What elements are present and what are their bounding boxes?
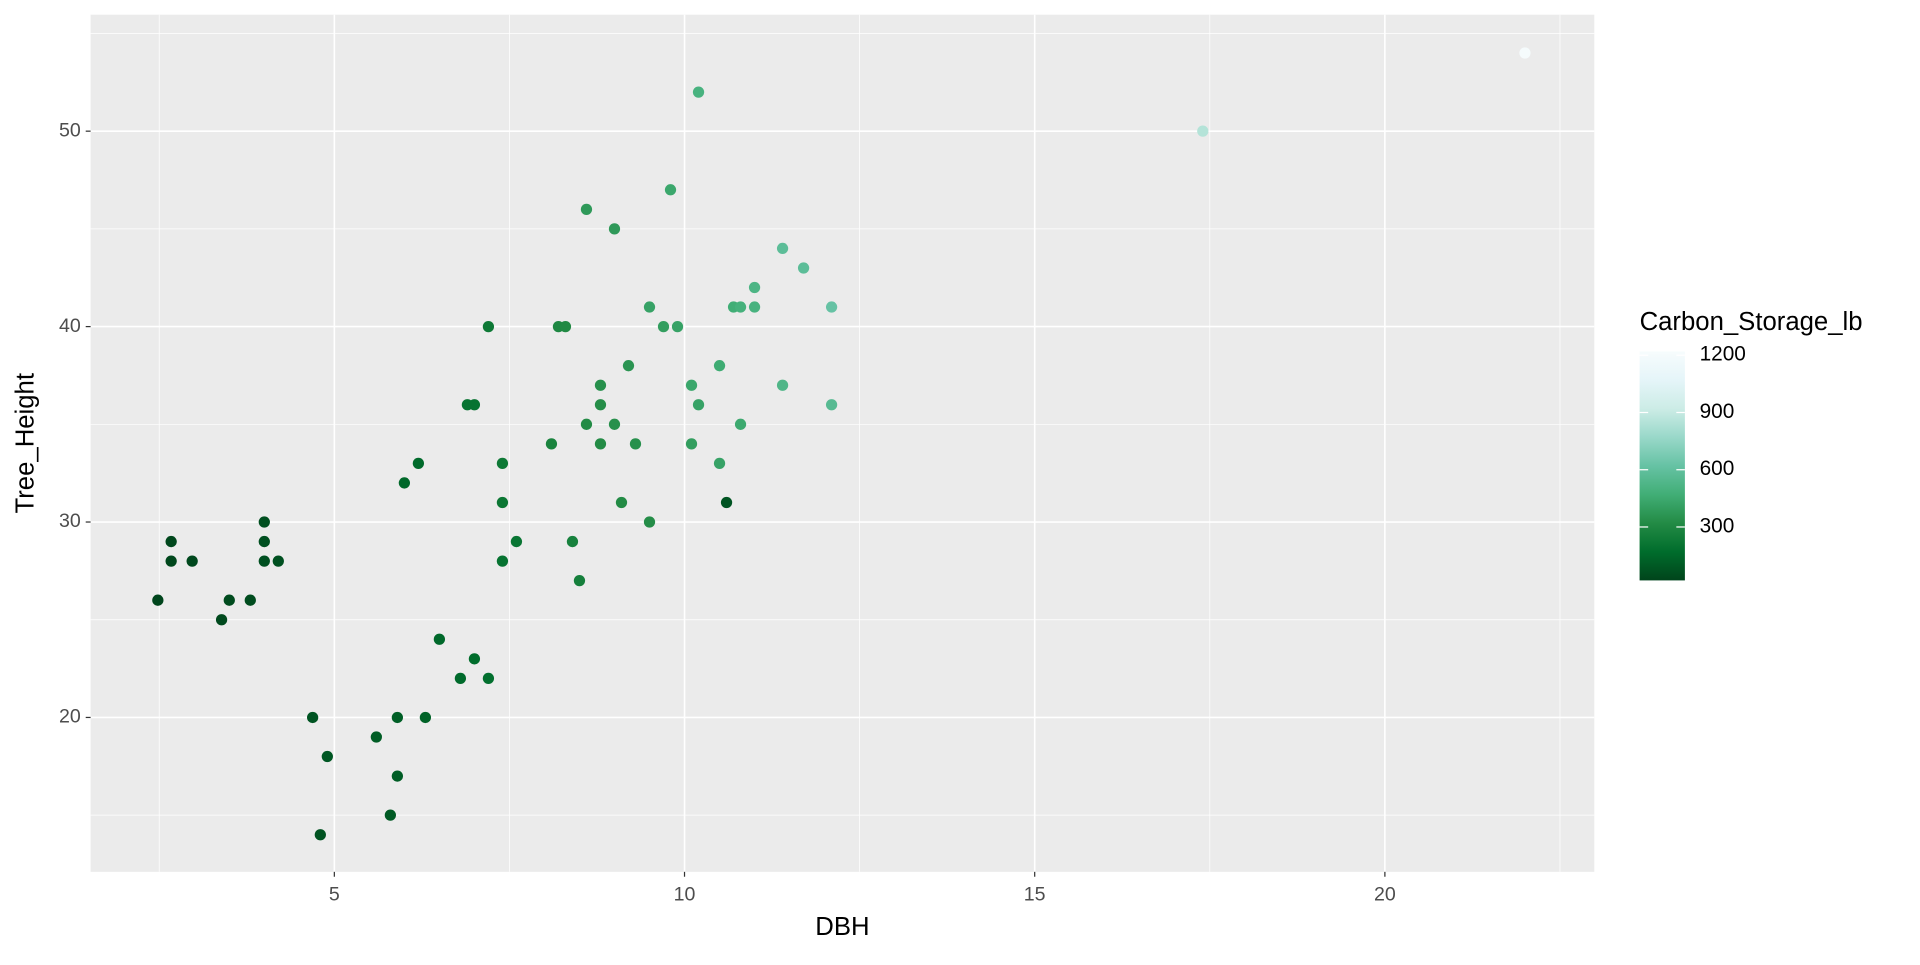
point (692, 399, 705, 411)
x-tick-label: 10 (674, 883, 696, 905)
point (615, 496, 628, 509)
point (223, 594, 235, 606)
point (643, 516, 656, 528)
point (496, 496, 509, 509)
point (258, 555, 270, 567)
point (594, 438, 607, 450)
point (272, 555, 284, 567)
point (629, 438, 642, 450)
point (545, 438, 558, 450)
point (306, 711, 319, 724)
point (622, 360, 635, 372)
point (468, 653, 481, 665)
point (496, 457, 509, 470)
point (573, 575, 586, 587)
point (713, 360, 726, 372)
point (165, 535, 177, 548)
point (398, 477, 411, 489)
point (454, 672, 467, 684)
y-tick-label: 30 (59, 510, 81, 532)
point (664, 184, 677, 196)
point (244, 594, 256, 606)
x-axis-title: DBH (815, 913, 869, 941)
point (559, 320, 572, 333)
point (468, 399, 481, 411)
colorbar-tick-label: 1200 (1700, 343, 1746, 366)
point (482, 320, 495, 333)
legend-title: Carbon_Storage_lb (1640, 308, 1863, 336)
point (580, 203, 593, 215)
point (391, 770, 404, 782)
point (713, 457, 726, 470)
point (692, 86, 705, 98)
point (776, 379, 789, 391)
colorbar (1639, 351, 1685, 581)
point (671, 320, 684, 333)
point (825, 301, 838, 313)
point (258, 516, 270, 528)
x-tick-label: 15 (1024, 883, 1046, 905)
point (734, 418, 747, 430)
point (215, 614, 228, 626)
point (1197, 125, 1209, 137)
point (186, 555, 198, 567)
point (496, 555, 509, 567)
point (797, 262, 810, 274)
point (152, 594, 164, 606)
panel (90, 14, 1595, 872)
point (566, 535, 579, 548)
colorbar-tick-label: 300 (1700, 514, 1735, 537)
point (580, 418, 593, 430)
point (748, 281, 761, 294)
point (825, 399, 838, 411)
point (391, 711, 404, 724)
point (370, 731, 382, 743)
x-tick-label: 20 (1374, 883, 1396, 905)
point (412, 457, 425, 470)
point (165, 555, 177, 567)
point (748, 301, 761, 313)
point (258, 535, 270, 548)
x-tick-label: 5 (329, 883, 340, 905)
y-tick-label: 40 (59, 315, 81, 337)
point (734, 301, 747, 313)
point (685, 379, 698, 391)
point (720, 496, 733, 509)
point (433, 633, 446, 645)
y-tick-label: 50 (59, 119, 81, 141)
point (419, 711, 432, 724)
point (594, 399, 607, 411)
colorbar-tick-label: 900 (1700, 400, 1735, 423)
point (643, 301, 656, 313)
point (608, 418, 621, 430)
y-tick-label: 20 (59, 706, 81, 728)
point (608, 223, 621, 235)
colorbar-tick-label: 600 (1700, 457, 1735, 480)
point (314, 829, 326, 841)
point (321, 750, 333, 763)
point (594, 379, 607, 391)
point (776, 242, 789, 255)
point (685, 438, 698, 450)
point (1519, 47, 1531, 59)
point (482, 672, 495, 684)
point (657, 320, 670, 333)
point (510, 535, 523, 548)
y-axis-title: Tree_Height (12, 373, 40, 514)
point (384, 809, 396, 821)
